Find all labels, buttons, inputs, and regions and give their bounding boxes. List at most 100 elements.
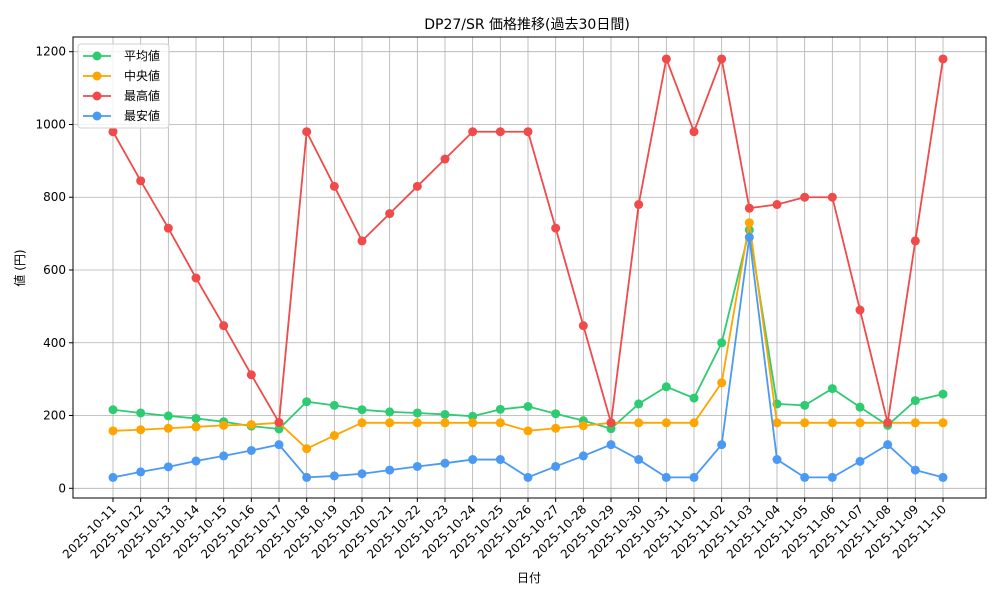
data-point — [661, 472, 671, 482]
data-point — [551, 423, 561, 433]
data-point — [551, 409, 561, 419]
data-point — [357, 469, 367, 479]
data-point — [827, 418, 837, 428]
legend-label: 中央値 — [124, 68, 160, 83]
data-point — [136, 467, 146, 477]
data-point — [329, 181, 339, 191]
data-point — [385, 418, 395, 428]
data-point — [191, 422, 201, 432]
data-point — [357, 405, 367, 415]
y-tick-label: 200 — [43, 409, 66, 423]
data-point — [661, 382, 671, 392]
data-point — [329, 400, 339, 410]
data-point — [108, 405, 118, 415]
data-point — [717, 54, 727, 64]
data-point — [551, 223, 561, 233]
data-point — [246, 445, 256, 455]
data-point — [495, 127, 505, 137]
data-point — [855, 418, 865, 428]
data-point — [578, 321, 588, 331]
legend-label: 平均値 — [124, 48, 160, 63]
data-point — [827, 472, 837, 482]
data-point — [578, 421, 588, 431]
data-point — [634, 418, 644, 428]
data-point — [385, 407, 395, 417]
data-point — [606, 418, 616, 428]
y-tick-label: 400 — [43, 336, 66, 350]
data-point — [606, 440, 616, 450]
data-point — [440, 154, 450, 164]
data-point — [689, 418, 699, 428]
x-axis-ticks: 2025-10-112025-10-122025-10-132025-10-14… — [60, 498, 949, 561]
data-point — [412, 181, 422, 191]
data-point — [329, 431, 339, 441]
data-point — [302, 472, 312, 482]
data-point — [412, 461, 422, 471]
y-tick-label: 800 — [43, 190, 66, 204]
data-point — [302, 397, 312, 407]
data-point — [523, 472, 533, 482]
data-point — [910, 236, 920, 246]
plot-frame — [72, 36, 987, 499]
data-point — [938, 54, 948, 64]
data-point — [302, 127, 312, 137]
data-point — [468, 455, 478, 465]
data-point — [661, 418, 671, 428]
data-point — [689, 393, 699, 403]
data-point — [495, 455, 505, 465]
data-point — [468, 127, 478, 137]
data-point — [800, 418, 810, 428]
legend-label: 最安値 — [124, 108, 160, 123]
data-point — [910, 418, 920, 428]
data-point — [938, 418, 948, 428]
data-point — [302, 444, 312, 454]
data-point — [744, 232, 754, 242]
data-point — [468, 418, 478, 428]
data-point — [689, 472, 699, 482]
data-point — [744, 218, 754, 228]
data-point — [938, 472, 948, 482]
legend-marker-icon — [92, 111, 102, 121]
data-point — [523, 127, 533, 137]
data-point — [883, 440, 893, 450]
data-point — [191, 413, 201, 423]
data-point — [274, 440, 284, 450]
data-point — [910, 465, 920, 475]
data-point — [136, 425, 146, 435]
data-point — [274, 417, 284, 427]
legend-marker-icon — [92, 71, 102, 81]
data-point — [910, 396, 920, 406]
data-point — [274, 424, 284, 434]
data-point — [717, 378, 727, 388]
data-point — [855, 456, 865, 466]
data-point — [827, 384, 837, 394]
data-point — [163, 223, 173, 233]
data-point — [385, 209, 395, 219]
data-point — [772, 455, 782, 465]
data-point — [523, 426, 533, 436]
data-point — [108, 127, 118, 137]
data-point — [855, 402, 865, 412]
data-point — [717, 440, 727, 450]
data-point — [246, 370, 256, 380]
data-point — [495, 418, 505, 428]
data-point — [219, 321, 229, 331]
data-point — [855, 305, 865, 315]
data-point — [440, 458, 450, 468]
data-point — [551, 461, 561, 471]
data-point — [578, 451, 588, 461]
y-tick-label: 1000 — [35, 117, 66, 131]
data-point — [523, 401, 533, 411]
data-point — [634, 399, 644, 409]
data-point — [357, 418, 367, 428]
chart-title: DP27/SR 価格推移(過去30日間) — [424, 17, 630, 33]
data-point — [108, 472, 118, 482]
x-axis-label: 日付 — [517, 571, 541, 585]
data-point — [744, 203, 754, 213]
data-point — [219, 451, 229, 461]
data-point — [689, 127, 699, 137]
data-point — [191, 456, 201, 466]
data-point — [883, 418, 893, 428]
